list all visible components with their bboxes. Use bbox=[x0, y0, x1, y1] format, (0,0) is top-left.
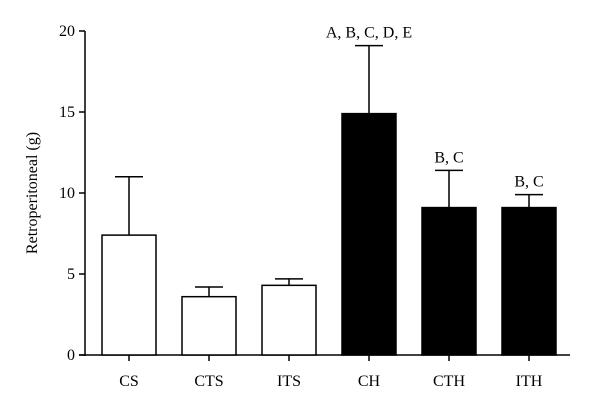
bar-ith bbox=[501, 206, 557, 356]
y-tick-label: 0 bbox=[67, 347, 75, 364]
category-label: ITS bbox=[277, 373, 301, 390]
category-label: CH bbox=[358, 373, 381, 390]
bar-cts bbox=[181, 295, 237, 356]
category-label: CS bbox=[119, 373, 139, 390]
category-label: CTH bbox=[433, 373, 465, 390]
category-label: ITH bbox=[516, 373, 543, 390]
y-tick-label: 15 bbox=[59, 104, 75, 121]
y-axis-title: Retroperitoneal (g) bbox=[24, 132, 41, 254]
category-label: CTS bbox=[194, 373, 223, 390]
significance-annotation: A, B, C, D, E bbox=[326, 25, 412, 42]
bar-its bbox=[261, 284, 317, 356]
labels: 0 5 10 15 20 CS CTS ITS CH A, B, C, D, E CTH B, C IT… bbox=[59, 23, 544, 390]
bar-cs bbox=[101, 234, 157, 356]
y-tick-label: 10 bbox=[59, 185, 75, 202]
axes bbox=[79, 30, 570, 361]
y-tick-label: 5 bbox=[67, 266, 75, 283]
bars bbox=[101, 44, 557, 356]
significance-annotation: B, C bbox=[434, 149, 463, 166]
bar-cth bbox=[421, 206, 477, 356]
significance-annotation: B, C bbox=[514, 174, 543, 191]
y-tick-label: 20 bbox=[59, 23, 75, 40]
bar-ch bbox=[341, 112, 397, 356]
